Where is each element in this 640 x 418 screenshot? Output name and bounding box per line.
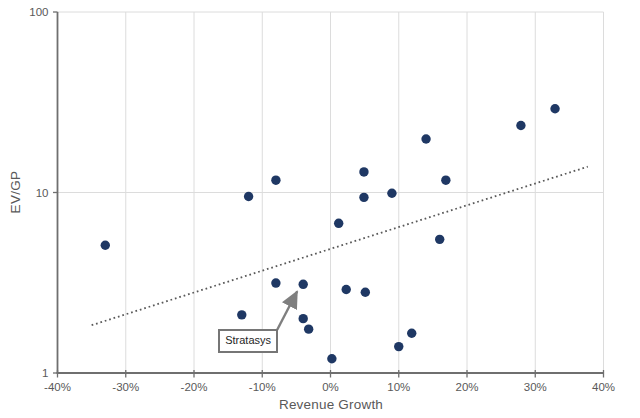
trend-line [92, 167, 588, 326]
y-tick-label: 100 [29, 6, 48, 18]
x-tick-label: 40% [592, 381, 615, 393]
data-point [550, 104, 559, 113]
x-tick-label: -40% [44, 381, 71, 393]
data-point [394, 342, 403, 351]
data-point [387, 189, 396, 198]
data-point [361, 288, 370, 297]
x-tick-label: 0% [322, 381, 339, 393]
x-tick-label: -10% [249, 381, 276, 393]
data-point [516, 121, 525, 130]
y-axis-title: EV/GP [8, 171, 23, 214]
data-point [299, 314, 308, 323]
x-tick-label: 30% [524, 381, 547, 393]
annotation-stratasys: Stratasys [218, 329, 278, 353]
data-point [359, 167, 368, 176]
data-point [407, 329, 416, 338]
data-point [304, 324, 313, 333]
x-tick-label: -30% [112, 381, 139, 393]
data-point [421, 134, 430, 143]
data-point [435, 235, 444, 244]
x-tick-label: 20% [455, 381, 478, 393]
y-tick-label: 1 [42, 367, 48, 379]
data-point [299, 280, 308, 289]
data-point [244, 192, 253, 201]
x-tick-label: 10% [387, 381, 410, 393]
x-axis-title: Revenue Growth [279, 397, 383, 412]
data-point [359, 193, 368, 202]
data-point [101, 241, 110, 250]
data-point [237, 310, 246, 319]
data-point [327, 354, 336, 363]
scatter-chart: -40% -30% -20% -10% 0% 10% 20% 30% 40% 1 10 100 EV/… [0, 0, 640, 418]
x-tick-label: -20% [181, 381, 208, 393]
y-tick-label: 10 [36, 187, 49, 199]
data-point [271, 278, 280, 287]
data-point [441, 175, 450, 184]
annotation-arrow [277, 291, 297, 330]
data-point [271, 175, 280, 184]
plot-area: -40% -30% -20% -10% 0% 10% 20% 30% 40% 1 10 100 [0, 0, 640, 418]
data-point [341, 285, 350, 294]
data-point [334, 219, 343, 228]
